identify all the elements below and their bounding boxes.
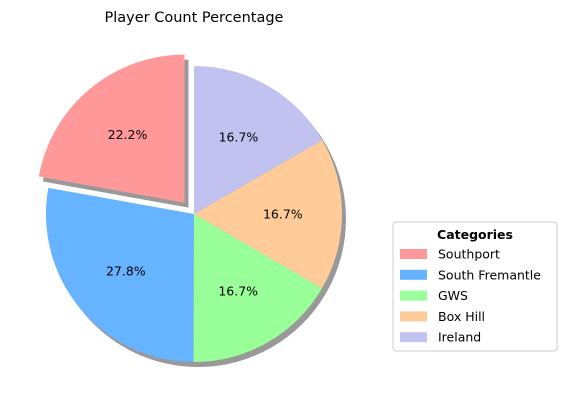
pie-slice-south-fremantle — [45, 187, 194, 362]
pie-slice-gws — [193, 214, 323, 362]
pie-slice-ireland — [194, 66, 323, 214]
legend-label-gws: GWS — [438, 288, 468, 303]
legend-label-box-hill: Box Hill — [438, 309, 485, 324]
legend-title: Categories — [437, 227, 513, 242]
pie-slice-southport — [38, 54, 185, 203]
legend-swatch-ireland — [400, 332, 427, 343]
pie-slices — [38, 54, 343, 362]
legend-label-south-fremantle: South Fremantle — [438, 267, 541, 282]
legend-swatch-south-fremantle — [400, 269, 427, 280]
pie-slice-labels: 22.2% 27.8% 16.7% 16.7% 16.7% — [106, 127, 303, 298]
legend-swatch-southport — [400, 249, 427, 259]
legend-label-southport: Southport — [438, 247, 500, 262]
legend-label-ireland: Ireland — [438, 330, 481, 345]
chart-title: Player Count Percentage — [105, 10, 284, 26]
legend-frame — [392, 221, 558, 352]
slice-label-southport: 22.2% — [108, 127, 148, 142]
pie-slice-box-hill — [194, 140, 343, 289]
legend-items: Southport South Fremantle GWS Box Hill Irela… — [400, 247, 541, 345]
legend-swatch-box-hill — [400, 311, 427, 322]
legend: Categories Southport South Fremantle GWS Bo… — [392, 221, 558, 352]
legend-swatch-gws — [400, 290, 427, 301]
slice-label-south-fremantle: 27.8% — [106, 263, 146, 278]
slice-label-ireland: 16.7% — [219, 130, 259, 145]
slice-label-box-hill: 16.7% — [263, 207, 303, 222]
slice-label-gws: 16.7% — [218, 284, 258, 299]
